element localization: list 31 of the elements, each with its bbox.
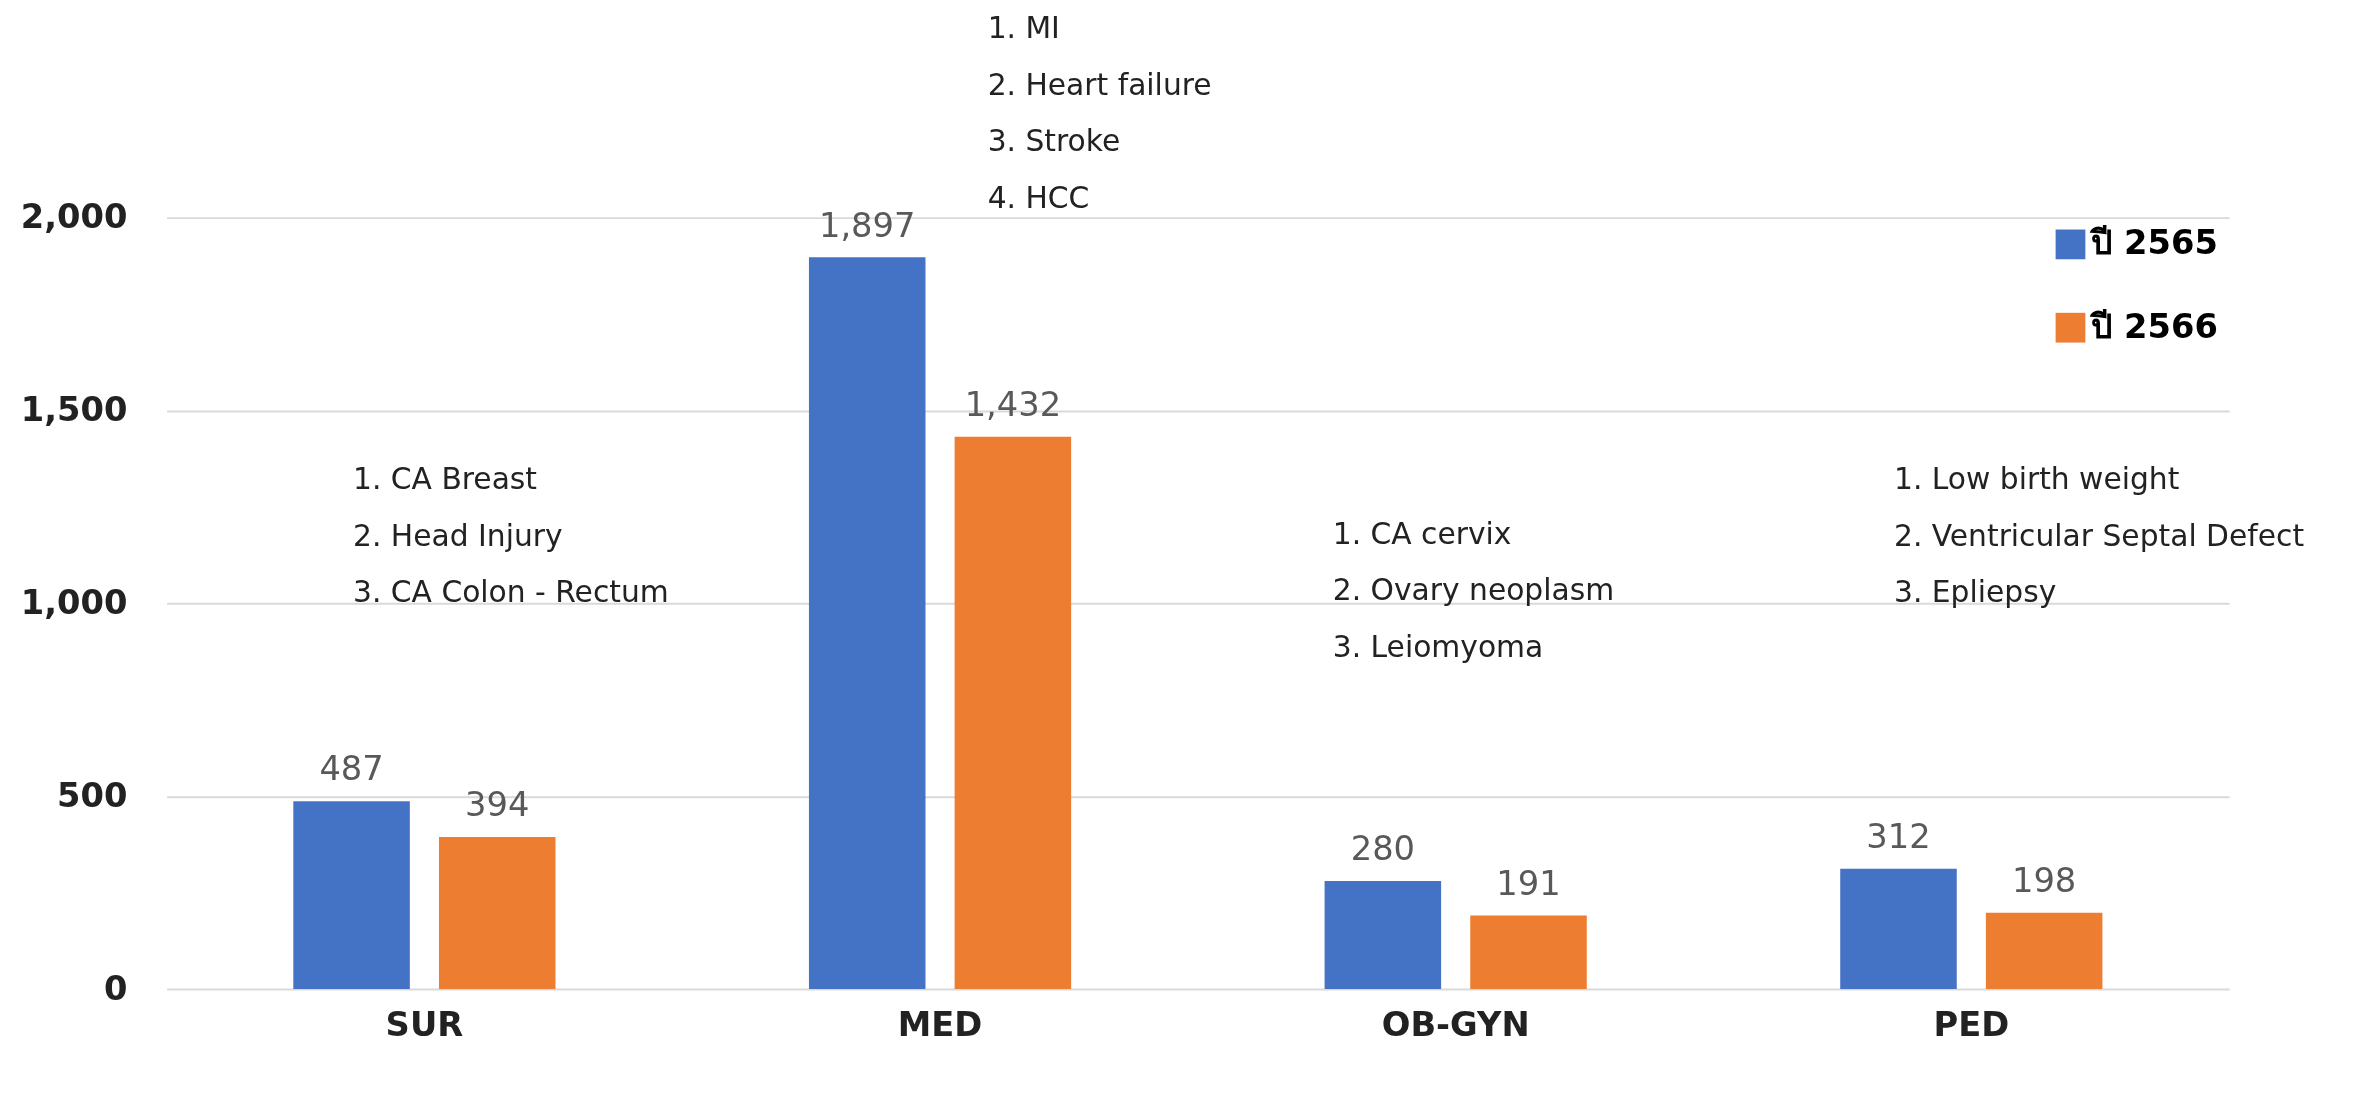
legend-label: ปี 2566 <box>2089 306 2218 346</box>
bar <box>808 257 926 990</box>
text: 1,432 <box>964 384 1062 424</box>
x-tick-label: SUR <box>385 1005 464 1045</box>
text: 198 <box>2011 860 2077 900</box>
text: 191 <box>1496 863 1561 903</box>
x-tick-label: MED <box>897 1005 983 1045</box>
annotation: 1. CA cervix 2. Ovary neoplasm 3. Leiomyoma <box>1332 515 1615 664</box>
text: 312 <box>1866 816 1931 856</box>
text: 394 <box>465 785 530 825</box>
x-tick-label: PED <box>1933 1005 2010 1045</box>
text: 1. MI 2. Heart failure 3. Stroke 4. HCC <box>987 10 1212 215</box>
y-tick-label: 2,000 <box>20 197 128 237</box>
text: 1,897 <box>818 205 916 245</box>
bar <box>438 837 556 990</box>
text: 487 <box>319 749 384 789</box>
bar <box>293 801 410 990</box>
bar <box>1840 868 1957 990</box>
legend-label: ปี 2565 <box>2089 223 2218 263</box>
bar <box>1324 881 1442 990</box>
y-tick-label: 1,000 <box>20 582 128 622</box>
annotation: 1. CA Breast 2. Head Injury 3. CA Colon - Rectum <box>353 461 669 610</box>
text: 280 <box>1350 829 1416 869</box>
y-tick-label: 500 <box>57 775 128 815</box>
y-tick-label: 1,500 <box>20 389 128 429</box>
x-tick-label: OB-GYN <box>1381 1005 1530 1045</box>
y-tick-label: 0 <box>103 968 128 1008</box>
bar <box>1470 915 1587 990</box>
annotation: 1. Low birth weight 2. Ventricular Septal Defect 3. Epliepsy <box>1893 461 2305 610</box>
bar <box>1985 912 2103 990</box>
bar <box>954 436 1072 990</box>
